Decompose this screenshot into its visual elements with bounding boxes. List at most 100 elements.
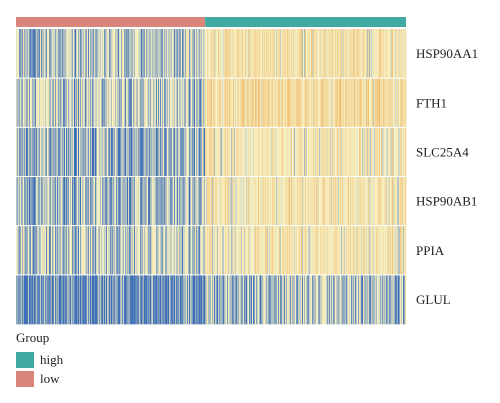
heatmap-cell — [217, 127, 219, 177]
heatmap-cell — [284, 29, 286, 79]
heatmap-cell — [238, 274, 240, 325]
heatmap-cell — [168, 78, 170, 128]
heatmap-cell — [108, 225, 110, 276]
heatmap-cell — [195, 78, 197, 128]
heatmap-cell — [29, 225, 31, 276]
heatmap-cell — [356, 176, 358, 226]
heatmap-cell — [188, 127, 190, 177]
heatmap-cell — [35, 78, 37, 128]
heatmap-cell — [171, 78, 173, 128]
heatmap-cell — [131, 225, 133, 276]
heatmap-cell — [77, 29, 79, 79]
heatmap-cell — [274, 78, 276, 128]
heatmap-cell — [82, 29, 84, 79]
heatmap-cell — [238, 78, 240, 128]
heatmap-cell — [251, 29, 253, 79]
heatmap-cell — [83, 78, 85, 128]
heatmap-cell — [367, 176, 369, 226]
heatmap-cell — [102, 29, 104, 79]
heatmap-cell — [124, 127, 126, 177]
heatmap-cell — [136, 225, 138, 276]
heatmap-cell — [220, 176, 222, 226]
heatmap-cell — [347, 127, 349, 177]
heatmap-cell — [148, 127, 150, 177]
heatmap-cell — [142, 225, 144, 276]
heatmap-cell — [194, 29, 196, 79]
heatmap-cell — [225, 29, 227, 79]
heatmap-cell — [60, 225, 62, 276]
heatmap-cell — [99, 176, 101, 226]
heatmap-cell — [339, 127, 341, 177]
heatmap-cell — [263, 127, 265, 177]
heatmap-cell — [34, 127, 36, 177]
heatmap-cell — [385, 29, 387, 79]
heatmap-cell — [195, 274, 197, 325]
heatmap-cell — [245, 274, 247, 325]
heatmap-cell — [267, 78, 269, 128]
heatmap-cell — [119, 127, 121, 177]
heatmap-cell — [42, 29, 44, 79]
heatmap-cell — [326, 176, 328, 226]
heatmap-cell — [135, 29, 137, 79]
heatmap-cell — [170, 78, 172, 128]
heatmap-cell — [211, 176, 213, 226]
heatmap-cell — [329, 225, 331, 276]
heatmap-cell — [170, 274, 172, 325]
heatmap-cell — [339, 78, 341, 128]
heatmap-cell — [177, 225, 179, 276]
heatmap-cell — [395, 176, 397, 226]
heatmap-cell — [180, 225, 182, 276]
heatmap-cell — [233, 274, 235, 325]
heatmap-cell — [342, 225, 344, 276]
heatmap-cell — [154, 176, 156, 226]
heatmap-cell — [227, 225, 229, 276]
heatmap-cell — [58, 127, 60, 177]
heatmap-cell — [300, 78, 302, 128]
heatmap-cell — [344, 78, 346, 128]
heatmap-cell — [223, 127, 225, 177]
heatmap-cell — [139, 29, 141, 79]
heatmap-cell — [356, 127, 358, 177]
heatmap-cell — [320, 274, 322, 325]
heatmap-cell — [394, 127, 396, 177]
heatmap-cell — [300, 225, 302, 276]
heatmap-cell — [29, 78, 31, 128]
heatmap-cell — [315, 29, 317, 79]
heatmap-cell — [377, 225, 379, 276]
heatmap-cell — [55, 225, 57, 276]
heatmap-cell — [294, 225, 296, 276]
heatmap-cell — [55, 274, 57, 325]
heatmap-cell — [176, 29, 178, 79]
heatmap-cell — [365, 225, 367, 276]
heatmap-cell — [388, 274, 390, 325]
heatmap-cell — [91, 29, 93, 79]
heatmap-cell — [401, 78, 403, 128]
heatmap-cell — [47, 274, 49, 325]
heatmap-cell — [141, 176, 143, 226]
heatmap-cell — [380, 78, 382, 128]
heatmap-cell — [201, 78, 203, 128]
heatmap-cell — [150, 225, 152, 276]
heatmap-cell — [383, 225, 385, 276]
heatmap-cell — [154, 225, 156, 276]
heatmap-cell — [242, 29, 244, 79]
heatmap-cell — [101, 78, 103, 128]
heatmap-cell — [302, 225, 304, 276]
heatmap-cell — [72, 29, 74, 79]
heatmap-cell — [150, 176, 152, 226]
heatmap-cell — [237, 176, 239, 226]
heatmap-cell — [30, 225, 32, 276]
heatmap-cell — [242, 176, 244, 226]
heatmap-cell — [387, 176, 389, 226]
heatmap-cell — [165, 127, 167, 177]
heatmap-cell — [176, 127, 178, 177]
heatmap-cell — [57, 274, 59, 325]
heatmap-cell — [95, 127, 97, 177]
heatmap-cell — [50, 274, 52, 325]
heatmap-cell — [290, 29, 292, 79]
heatmap-cell — [174, 29, 176, 79]
heatmap-cell — [130, 127, 132, 177]
heatmap-cell — [288, 78, 290, 128]
heatmap-cell — [332, 127, 334, 177]
heatmap-cell — [343, 127, 345, 177]
